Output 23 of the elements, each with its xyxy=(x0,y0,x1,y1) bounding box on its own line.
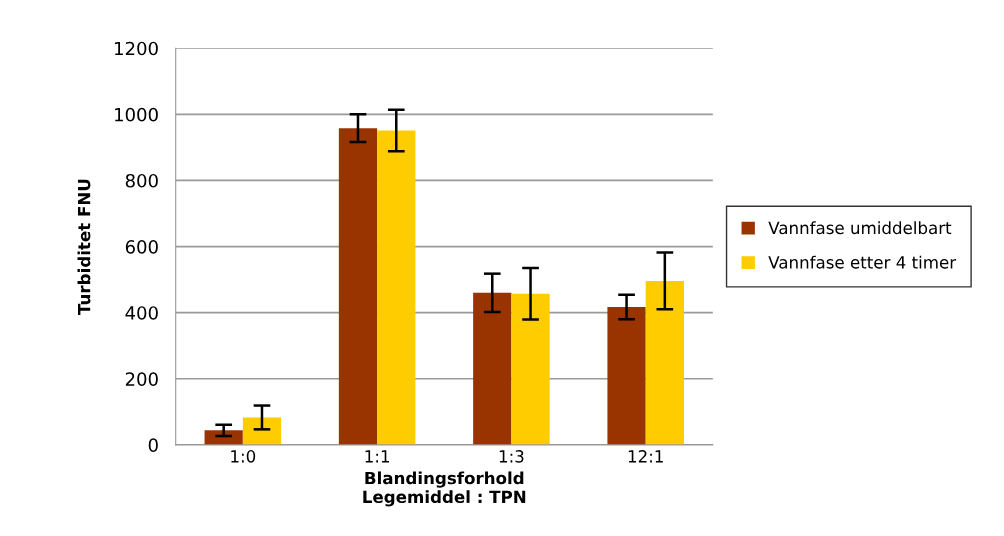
bar xyxy=(511,293,550,445)
y-tick-label: 800 xyxy=(125,173,158,188)
bar xyxy=(338,128,378,445)
y-tick-label: 600 xyxy=(125,240,158,254)
bar xyxy=(377,130,416,445)
legend-label: Vannfase etter 4 timer xyxy=(768,255,957,269)
x-tick-label: 1:0 xyxy=(231,450,256,463)
bar xyxy=(607,307,646,445)
x-tick-label: 12:1 xyxy=(628,450,663,463)
y-tick-label: 0 xyxy=(148,438,158,452)
y-axis-title: Turbiditet FNU xyxy=(77,179,91,315)
legend-label: Vannfase umiddelbart xyxy=(768,221,952,235)
y-tick-label: 200 xyxy=(125,372,158,386)
x-tick-label: 1:1 xyxy=(365,450,389,463)
y-tick-label: 1000 xyxy=(115,107,158,122)
y-tick-label: 1200 xyxy=(115,41,158,56)
bar xyxy=(645,280,684,445)
y-tick-label: 400 xyxy=(125,306,158,320)
bar xyxy=(242,417,282,445)
x-tick-label: 1:3 xyxy=(499,450,524,463)
x-axis-title: Blandingsforhold Legemiddel : TPN xyxy=(363,471,526,507)
bar xyxy=(473,292,512,445)
bar xyxy=(204,430,243,445)
